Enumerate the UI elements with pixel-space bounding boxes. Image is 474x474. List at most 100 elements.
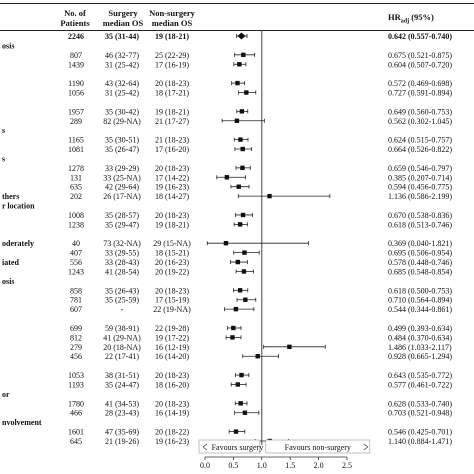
cell-patients: 1957 [68,107,84,116]
cell-patients: 1278 [68,164,84,173]
cell-hr-ci: 0.369 (0.040-1.821) [388,239,452,248]
subgroup-header: r location [2,202,35,211]
cell-surgery-os: 35 (29-47) [105,220,139,229]
point-estimate [243,297,248,302]
cell-patients: 781 [70,296,82,305]
header-rule [0,30,474,31]
cell-hr-ci: 0.695 (0.506-0.954) [388,249,452,258]
cell-patients: 1780 [68,399,84,408]
cell-surgery-os: 35 (25-59) [105,296,139,305]
point-estimate [240,212,246,218]
cell-patients: 40 [72,239,80,248]
cell-surgery-os: 26 (17-NA) [103,192,141,201]
cell-patients: 645 [70,437,82,446]
cell-hr-ci: 0.664 (0.526-0.822) [388,145,452,154]
x-tick-label: 2.0 [314,461,324,470]
cell-nonsurgery-os: 20 (18-23) [155,79,189,88]
cell-surgery-os: 21 (19-26) [105,437,139,446]
cell-nonsurgery-os: 20 (18-23) [155,286,189,295]
cell-nonsurgery-os: 21 (17-27) [155,117,189,126]
cell-surgery-os: 35 (30-42) [105,107,139,116]
point-estimate [267,193,272,199]
cell-patients: 807 [70,51,82,60]
cell-nonsurgery-os: 19 (18-21) [155,220,189,229]
favours-surgery-arrow [202,443,208,451]
cell-surgery-os: 41 (34-53) [105,399,139,408]
cell-hr-ci: 0.618 (0.513-0.746) [388,220,452,229]
cell-patients: 289 [70,117,82,126]
cell-surgery-os: 41 (29-NA) [103,333,141,342]
cell-surgery-os: 41 (28-54) [105,267,139,276]
point-estimate [237,62,242,67]
point-estimate [235,259,241,265]
favours-surgery-box [198,439,261,454]
cell-nonsurgery-os: 22 (19-NA) [153,305,191,314]
cell-hr-ci: 0.624 (0.515-0.757) [388,136,452,145]
header-nonsurgery-os: Non-surgery median OS [149,8,195,28]
cell-surgery-os: 59 (38-91) [105,324,139,333]
point-estimate [231,325,236,331]
point-estimate [287,344,292,350]
cell-hr-ci: 0.562 (0.302-1.045) [388,117,452,126]
cell-surgery-os: 33 (28-43) [105,258,139,267]
cell-hr-ci: 0.928 (0.665-1.294) [388,352,452,361]
cell-nonsurgery-os: 19 (18-21) [155,32,189,41]
cell-hr-ci: 0.643 (0.535-0.772) [388,371,452,380]
cell-nonsurgery-os: 20 (19-22) [155,267,189,276]
hr-subscript: adj [400,18,410,25]
cell-hr-ci: 0.675 (0.521-0.875) [388,51,452,60]
cell-hr-ci: 0.484 (0.370-0.634) [388,333,452,342]
point-estimate [224,175,230,180]
cell-surgery-os: 28 (23-43) [105,409,139,418]
cell-patients: 1243 [68,267,84,276]
cell-nonsurgery-os: 18 (15-21) [155,249,189,258]
cell-patients: 1601 [68,428,84,437]
x-tick-label: 1.0 [257,461,267,470]
point-estimate [238,137,243,142]
hr-label: HR [388,12,401,22]
x-tick-label: 0.5 [228,461,238,470]
cell-nonsurgery-os: 20 (18-23) [155,399,189,408]
cell-hr-ci: 0.618 (0.500-0.753) [388,286,452,295]
cell-hr-ci: 0.642 (0.557-0.740) [388,32,452,41]
point-estimate [240,165,245,171]
cell-surgery-os: 42 (29-64) [105,183,139,192]
point-estimate [242,410,248,415]
cell-patients: 456 [70,352,82,361]
cell-patients: 1190 [68,79,84,88]
favours-nonsurgery-label: Favours non-surgery [285,443,351,452]
cell-surgery-os: 31 (25-42) [105,89,139,98]
cell-patients: 635 [70,183,82,192]
cell-patients: 1008 [68,211,84,220]
header-hr: HRadj (95%) [388,12,434,25]
cell-nonsurgery-os: 16 (14-19) [155,409,189,418]
point-estimate [240,146,245,152]
cell-patients: 607 [70,305,82,314]
cell-nonsurgery-os: 22 (19-28) [155,324,189,333]
subgroup-header: osis [2,277,14,286]
cell-nonsurgery-os: 18 (17-21) [155,89,189,98]
cell-surgery-os: 22 (17-41) [105,352,139,361]
cell-hr-ci: 0.572 (0.469-0.698) [388,79,452,88]
cell-patients: 858 [70,286,82,295]
point-estimate [255,354,260,359]
subgroup-header: s [2,126,5,135]
cell-nonsurgery-os: 29 (15-NA) [153,239,191,248]
cell-hr-ci: 0.727 (0.591-0.894) [388,89,452,98]
cell-hr-ci: 0.499 (0.393-0.634) [388,324,452,333]
cell-patients: 556 [70,258,82,267]
point-estimate [223,241,229,246]
cell-nonsurgery-os: 21 (18-23) [155,136,189,145]
cell-nonsurgery-os: 17 (14-22) [155,173,189,182]
cell-nonsurgery-os: 20 (18-23) [155,211,189,220]
cell-surgery-os: 33 (29-55) [105,249,139,258]
cell-surgery-os: 35 (31-44) [105,32,139,41]
cell-nonsurgery-os: 17 (15-19) [155,296,189,305]
cell-nonsurgery-os: 19 (18-21) [155,107,189,116]
cell-patients: 1053 [68,371,84,380]
subgroup-header: nvolvement [2,418,42,427]
cell-surgery-os: 46 (32-77) [105,51,139,60]
cell-hr-ci: 0.604 (0.507-0.720) [388,60,452,69]
subgroup-header: s [2,154,5,163]
